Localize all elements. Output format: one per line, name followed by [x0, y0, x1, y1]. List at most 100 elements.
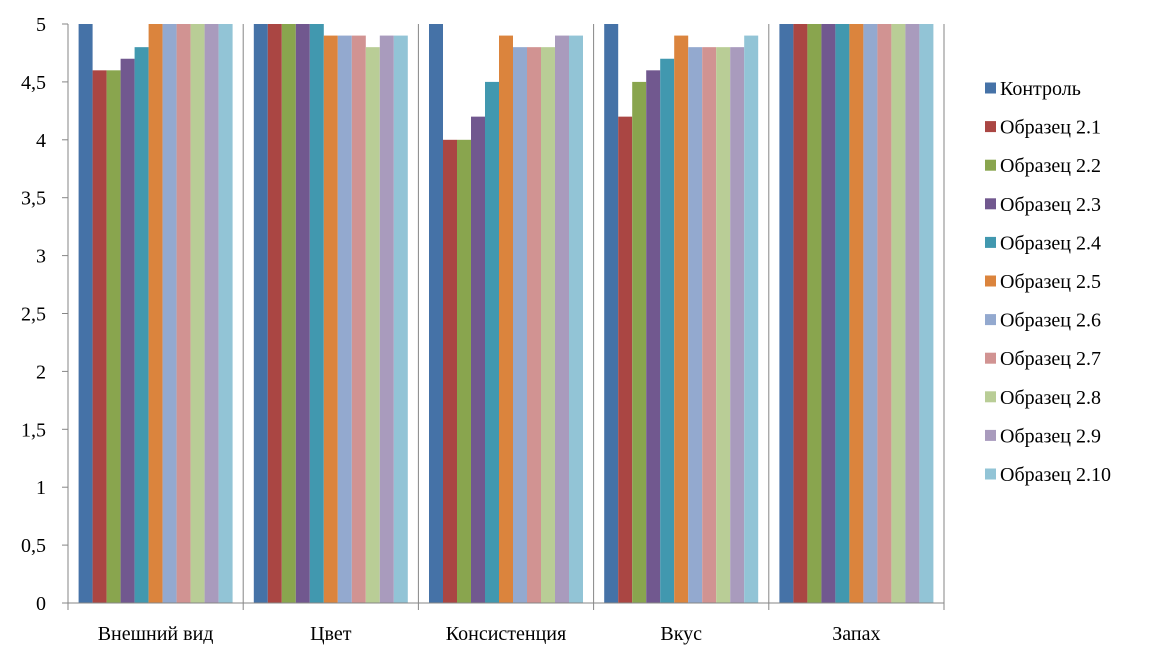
legend-label: Образец 2.8 — [1000, 387, 1101, 409]
bar-1-8 — [176, 24, 191, 603]
bar-1-2 — [92, 70, 107, 603]
bar-2-11 — [393, 35, 408, 603]
bar-4-8 — [702, 47, 717, 604]
bar-1-3 — [106, 70, 121, 603]
legend-swatch — [985, 121, 996, 133]
legend-swatch — [985, 352, 996, 364]
legend-swatch — [985, 314, 996, 326]
y-tick-label: 3 — [36, 246, 46, 268]
bar-5-5 — [835, 24, 850, 603]
bar-2-9 — [365, 47, 380, 604]
legend-swatch — [985, 391, 996, 403]
y-tick-labels: 0 0,5 1 1,5 2 2,5 3 3,5 4 4,5 5 — [21, 14, 46, 615]
y-tick-label: 1,5 — [21, 419, 46, 441]
legend-label: Контроль — [1000, 78, 1081, 100]
legend-label: Образец 2.10 — [1000, 464, 1111, 486]
bar-5-1 — [779, 24, 794, 603]
bar-2-1 — [253, 24, 268, 603]
legend-swatch — [985, 82, 996, 94]
bar-5-3 — [807, 24, 822, 603]
y-tick-label: 0 — [36, 593, 46, 615]
bar-3-9 — [541, 47, 555, 604]
bar-1-5 — [134, 47, 149, 604]
bar-2-5 — [309, 24, 324, 603]
x-tick-labels: Внешний вид Цвет Консистенция Вкус Запах — [98, 623, 881, 645]
bar-3-6 — [499, 35, 513, 603]
y-tick-label: 1 — [36, 477, 46, 499]
y-tick-label: 4,5 — [21, 72, 46, 94]
bar-3-3 — [457, 139, 471, 604]
bar-3-7 — [513, 47, 527, 604]
legend-label: Образец 2.3 — [1000, 194, 1101, 216]
bar-5-6 — [849, 24, 864, 603]
legend-swatch — [985, 159, 996, 171]
y-tick-label: 2,5 — [21, 304, 46, 326]
bar-1-9 — [190, 24, 205, 603]
legend-swatch — [985, 236, 996, 248]
bar-5-7 — [863, 24, 878, 603]
bar-2-4 — [295, 24, 310, 603]
x-tick-label: Цвет — [310, 623, 352, 645]
legend-label: Образец 2.5 — [1000, 271, 1101, 293]
legend-swatch — [985, 429, 996, 441]
legend-label: Образец 2.1 — [1000, 117, 1101, 139]
bar-5-4 — [821, 24, 836, 603]
bar-4-11 — [744, 35, 759, 603]
bar-4-2 — [618, 116, 633, 603]
bar-3-2 — [443, 139, 457, 604]
bar-1-1 — [78, 24, 93, 603]
bars-layer — [78, 24, 934, 604]
bar-1-7 — [162, 24, 177, 603]
y-tick-label: 3,5 — [21, 188, 46, 210]
x-tick-label: Вкус — [660, 623, 702, 645]
bar-2-2 — [267, 24, 282, 603]
bar-4-3 — [632, 81, 647, 603]
bar-4-5 — [660, 58, 675, 604]
legend-label: Образец 2.4 — [1000, 232, 1101, 254]
bar-5-8 — [877, 24, 892, 603]
bar-1-10 — [204, 24, 219, 603]
bar-3-10 — [555, 35, 569, 603]
bar-2-10 — [379, 35, 394, 603]
bar-4-6 — [674, 35, 689, 603]
legend-label: Образец 2.9 — [1000, 425, 1101, 447]
legend-swatch — [985, 198, 996, 210]
bar-2-7 — [337, 35, 352, 603]
bar-4-9 — [716, 47, 731, 604]
x-tick-label: Внешний вид — [98, 623, 214, 645]
bar-4-1 — [604, 24, 619, 603]
bar-3-11 — [569, 35, 583, 603]
legend-swatch — [985, 275, 996, 287]
bar-5-11 — [919, 24, 934, 603]
axes-layer — [62, 23, 945, 610]
bar-3-5 — [485, 81, 499, 603]
legend-label: Образец 2.6 — [1000, 310, 1101, 332]
bar-1-11 — [218, 24, 233, 603]
x-tick-label: Консистенция — [446, 623, 566, 645]
bar-2-8 — [351, 35, 366, 603]
bar-1-4 — [120, 58, 135, 604]
bar-3-4 — [471, 116, 485, 603]
bar-1-6 — [148, 24, 163, 603]
bar-2-6 — [323, 35, 338, 603]
y-tick-label: 0,5 — [21, 535, 46, 557]
legend-swatch — [985, 468, 996, 480]
x-tick-label: Запах — [832, 623, 880, 645]
bar-5-10 — [905, 24, 920, 603]
bar-5-2 — [793, 24, 808, 603]
legend: Контроль Образец 2.1 Образец 2.2 Образец 2.… — [985, 78, 1111, 486]
bar-5-9 — [891, 24, 906, 603]
bar-2-3 — [281, 24, 296, 603]
y-tick-label: 5 — [36, 14, 46, 36]
bar-4-4 — [646, 70, 661, 603]
bar-3-1 — [429, 24, 443, 603]
bar-4-10 — [730, 47, 745, 604]
legend-label: Образец 2.2 — [1000, 155, 1101, 177]
legend-label: Образец 2.7 — [1000, 348, 1101, 370]
bar-4-7 — [688, 47, 703, 604]
y-tick-label: 2 — [36, 361, 46, 383]
y-tick-label: 4 — [36, 130, 46, 152]
bar-3-8 — [527, 47, 541, 604]
